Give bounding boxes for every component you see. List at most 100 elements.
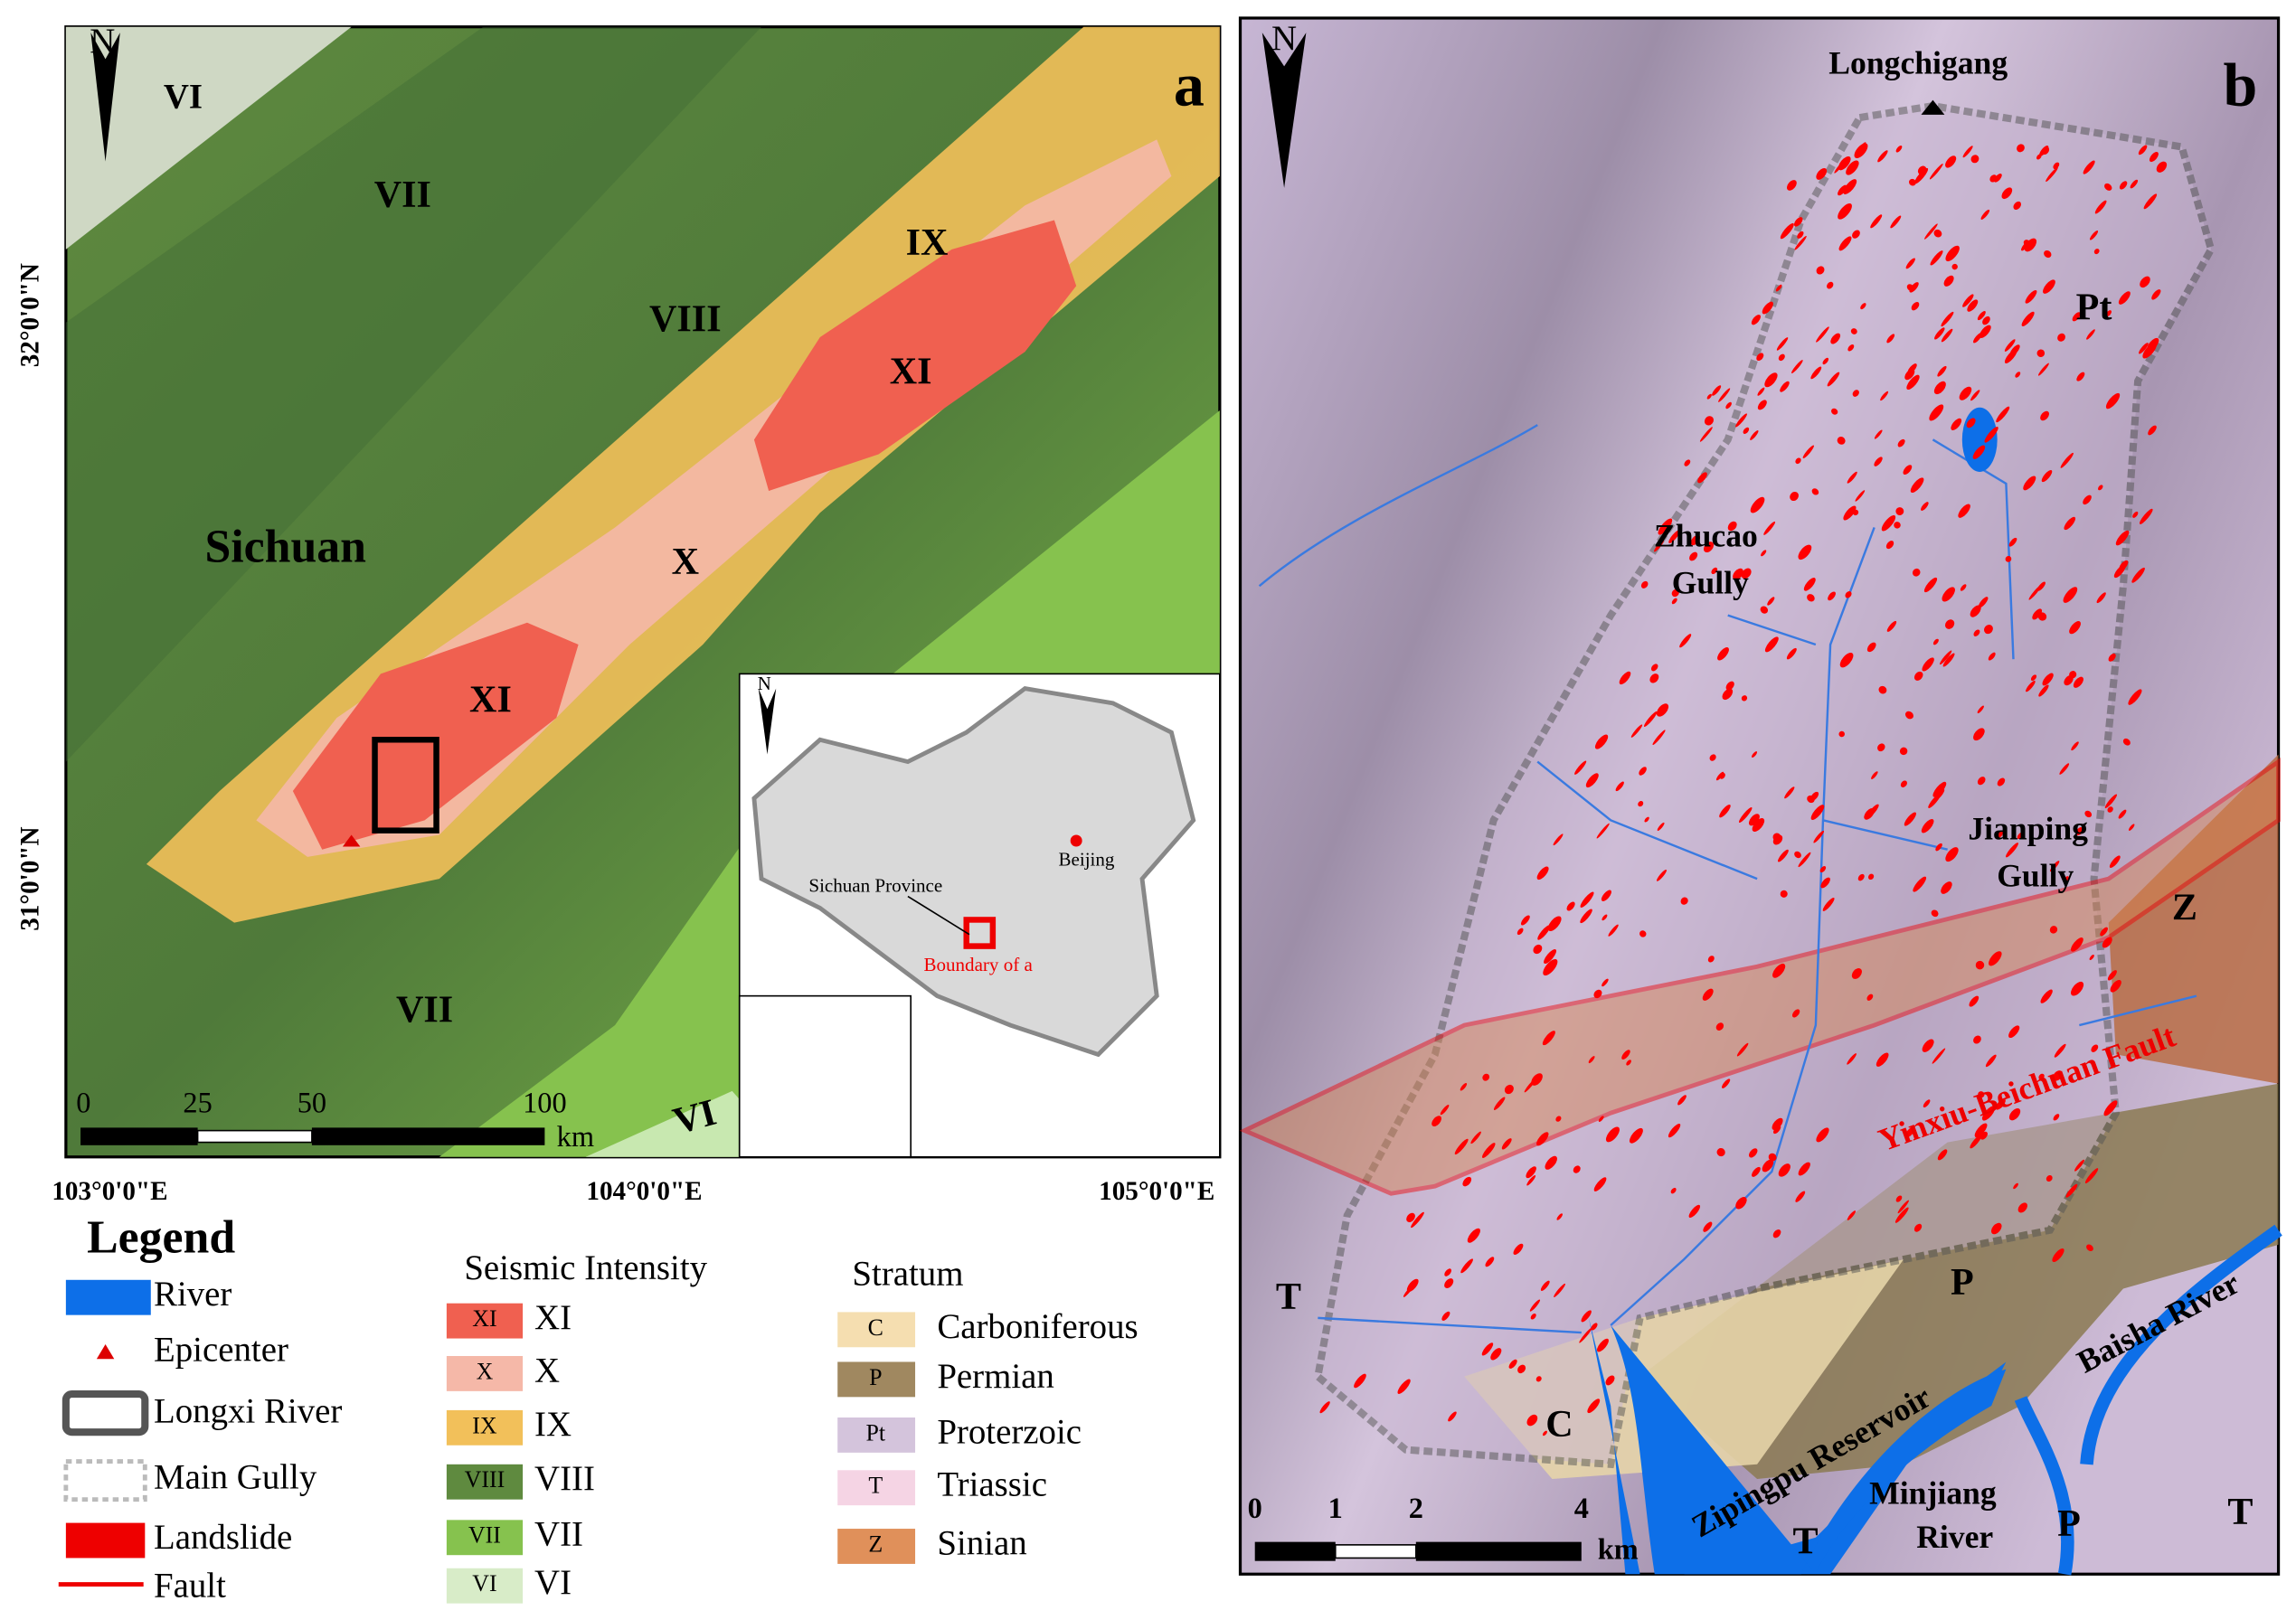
landslide (2128, 824, 2135, 831)
stratum-label: T (2227, 1491, 2253, 1533)
landslide (1951, 418, 1962, 430)
north-arrow-label: N (1271, 19, 1297, 58)
landslide (1977, 705, 1984, 714)
landslide (1715, 1022, 1724, 1031)
landslide (1537, 925, 1551, 940)
landslide (1905, 1126, 1915, 1138)
latitude-label: 32°0'0"N (15, 263, 44, 367)
landslide (1962, 146, 1973, 158)
landslide (2076, 372, 2085, 381)
landslide (1960, 584, 1967, 591)
landslide (1615, 781, 1624, 792)
landslide (1810, 791, 1819, 801)
legend-item: VI (534, 1563, 572, 1602)
landslide (1937, 365, 1947, 377)
landslide (2046, 1174, 2053, 1182)
landslide (1597, 1338, 1609, 1352)
swatch-code: T (868, 1473, 883, 1499)
landslide (2064, 675, 2074, 686)
landslide (1760, 606, 1769, 614)
landslide (2091, 1044, 2099, 1052)
landslide (1715, 771, 1724, 781)
landslide (1605, 1375, 1615, 1386)
landslide (2071, 981, 2084, 996)
scale-tick-label: 25 (183, 1088, 212, 1120)
scale-unit: km (1598, 1533, 1639, 1566)
panel-b-map (1238, 16, 2282, 1576)
landslide (1574, 760, 1587, 775)
landslide (1831, 408, 1838, 415)
landslide (2107, 970, 2117, 981)
landslide (1501, 1138, 1512, 1150)
legend-item: Longxi River (154, 1392, 342, 1431)
legend-item: Permian (937, 1357, 1054, 1396)
landslide (1757, 400, 1767, 410)
landslide (1838, 202, 1852, 220)
landslide (2069, 621, 2081, 635)
landslide (2149, 152, 2159, 163)
landslide (2005, 556, 2012, 562)
landslide (2030, 674, 2037, 682)
landslide (1951, 263, 1958, 270)
landslide (1877, 150, 1888, 163)
landslide (1871, 771, 1878, 779)
landslide (1945, 245, 1960, 262)
landslide (2017, 144, 2025, 153)
landslide (1756, 353, 1764, 362)
legend-item: Proterzoic (937, 1412, 1082, 1451)
landslide (1709, 754, 1716, 761)
landslide (1725, 401, 1732, 410)
scale-tick-label: 4 (1574, 1493, 1589, 1525)
landslide (1591, 1323, 1598, 1331)
river-label: River (1916, 1519, 1993, 1555)
landslide (2072, 312, 2081, 322)
landslide (1937, 1149, 1948, 1161)
landslide (2036, 349, 2046, 358)
landslide (2102, 937, 2112, 948)
landslide (1854, 143, 1868, 159)
landslide (1397, 1379, 1411, 1394)
landslide (1816, 1127, 1829, 1143)
landslide (1671, 598, 1677, 605)
swatch-code: C (868, 1314, 883, 1341)
landslide (2105, 310, 2112, 317)
landslide (1876, 1052, 1889, 1067)
swatch-code: X (477, 1358, 494, 1384)
landslide (1847, 1053, 1857, 1065)
landslide (1852, 230, 1860, 239)
landslide (1580, 909, 1592, 924)
landslide (2103, 1100, 2118, 1116)
landslide (1462, 1176, 1472, 1187)
landslide (1934, 327, 1945, 340)
scale-tick-label: 0 (1248, 1493, 1262, 1525)
landslide (2098, 485, 2103, 491)
swatch-code: Z (868, 1531, 883, 1557)
landslide (1914, 167, 1929, 184)
landslide (1751, 315, 1761, 325)
landslide (1640, 580, 1649, 589)
landslide (1566, 901, 1575, 911)
landslide (1969, 995, 1979, 1007)
landslide (2059, 763, 2070, 775)
landslide (1978, 1091, 1985, 1098)
landslide (1761, 550, 1767, 557)
landslide (2004, 339, 2016, 352)
gully-label: Jianping (1968, 810, 2088, 846)
landslide (1847, 344, 1855, 352)
landslide (2043, 279, 2055, 294)
landslide (2073, 676, 2083, 688)
landslide (1542, 1031, 1555, 1046)
landslide (1819, 866, 1827, 873)
landslide (2013, 201, 2022, 210)
landslide (1596, 823, 1610, 839)
landslide (1706, 393, 1712, 400)
landslide (1639, 930, 1647, 937)
stratum-swatch (837, 1361, 916, 1398)
landslide (1941, 311, 1954, 327)
landslide (1942, 587, 1955, 602)
landslide (1543, 958, 1558, 976)
landslide (2086, 329, 2095, 340)
landslide (1966, 418, 1976, 429)
legend-item: Fault (154, 1566, 226, 1605)
landslide (1752, 817, 1765, 832)
